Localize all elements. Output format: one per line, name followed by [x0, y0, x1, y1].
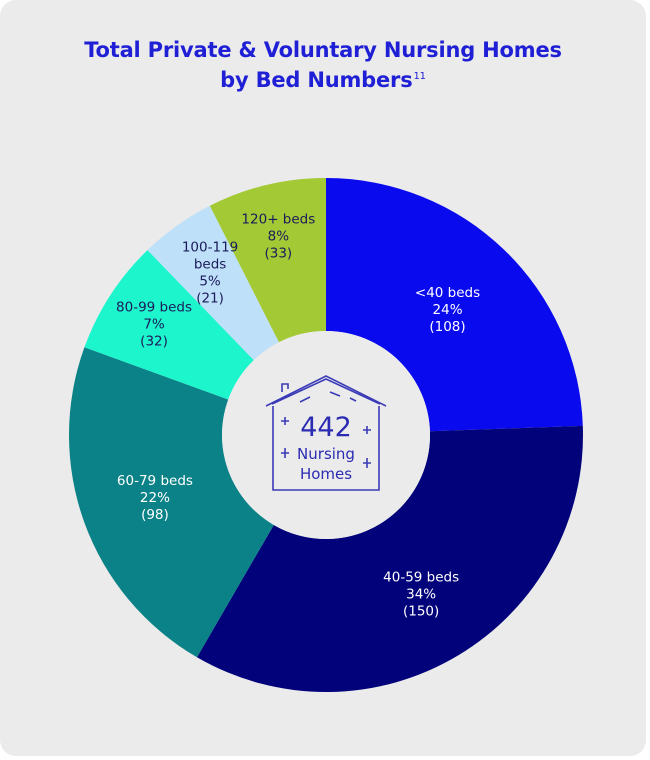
slice-label: 100-119 beds 5% (21)	[182, 240, 238, 307]
donut-hole	[222, 331, 430, 539]
slice-label: 80-99 beds 7% (32)	[116, 299, 192, 349]
slice-percent: 22%	[140, 490, 170, 506]
slice-count: (98)	[141, 507, 169, 523]
slice-category: 120+ beds	[241, 212, 315, 228]
slice-label: 120+ beds 8% (33)	[241, 212, 315, 262]
slice-category: 100-119	[182, 240, 238, 256]
slice-count: (32)	[140, 333, 168, 349]
slice-category: <40 beds	[415, 285, 480, 301]
slice-40-beds	[326, 178, 583, 432]
slice-count: (150)	[403, 604, 439, 620]
slice-100-119-beds	[147, 205, 279, 361]
chart-title-line2-text: by Bed Numbers	[220, 68, 413, 92]
title-footnote: 11	[413, 71, 427, 82]
slice-percent: 34%	[406, 587, 436, 603]
slice-120-beds	[209, 178, 326, 343]
slice-count: (33)	[264, 246, 292, 262]
slice-80-99-beds	[84, 250, 254, 400]
center-total: 442	[300, 412, 352, 443]
slice-labels: <40 beds 24% (108) 40-59 beds 34% (150) 60-79 …	[116, 212, 480, 620]
slice-percent: 24%	[433, 302, 463, 318]
slice-category: 60-79 beds	[117, 473, 193, 489]
chart-title: Total Private & Voluntary Nursing Homes	[84, 38, 562, 62]
slice-category: 80-99 beds	[116, 299, 192, 315]
slice-40-59-beds	[196, 425, 583, 693]
slice-label: 60-79 beds 22% (98)	[117, 473, 193, 523]
slice-label: <40 beds 24% (108)	[415, 285, 480, 335]
slice-percent: 7%	[143, 316, 165, 332]
slice-label: 40-59 beds 34% (150)	[383, 570, 459, 620]
chart-title-line2: by Bed Numbers11	[0, 68, 646, 92]
slice-percent: 8%	[268, 229, 290, 245]
slice-count: (21)	[196, 291, 224, 307]
slice-category: beds	[194, 257, 226, 273]
slice-count: (108)	[429, 319, 465, 335]
center-area: 442 Nursing Homes	[222, 331, 430, 539]
donut-slices	[69, 178, 583, 693]
center-label-line2: Homes	[300, 465, 352, 483]
slice-60-79-beds	[69, 347, 274, 658]
slice-percent: 5%	[199, 274, 221, 290]
slice-category: 40-59 beds	[383, 570, 459, 586]
center-label-line1: Nursing	[297, 445, 355, 463]
house-icon	[265, 375, 387, 491]
